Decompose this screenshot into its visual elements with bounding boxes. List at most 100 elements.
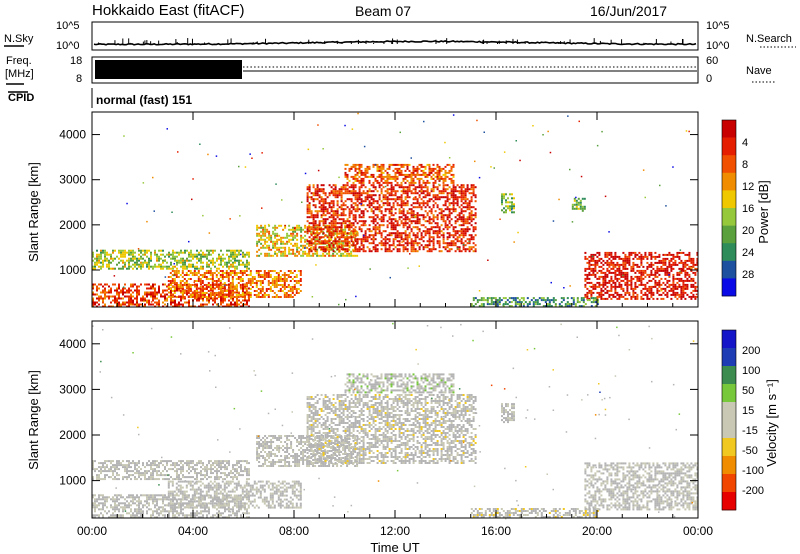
echo-cell — [430, 190, 433, 193]
echo-cell — [284, 248, 287, 251]
echo-cell — [604, 273, 607, 276]
echo-cell — [412, 234, 415, 237]
echo-cell — [292, 228, 295, 231]
echo-cell — [390, 163, 393, 166]
echo-cell — [291, 290, 294, 292]
echo-cell — [162, 249, 164, 252]
echo-cell — [487, 259, 489, 261]
echo-cell — [164, 265, 166, 268]
echo-cell — [622, 259, 625, 262]
echo-cell — [322, 190, 325, 193]
echo-cell — [686, 287, 689, 290]
echo-cell — [368, 175, 371, 178]
echo-cell — [688, 265, 691, 268]
echo-cell — [176, 259, 178, 262]
echo-cell — [249, 274, 252, 276]
echo-cell — [678, 267, 681, 270]
echo-cell — [576, 297, 579, 300]
echo-cell — [420, 224, 423, 227]
echo-cell — [412, 226, 415, 229]
echo-cell — [446, 250, 449, 253]
echo-cell — [344, 214, 347, 217]
cpid-panel: CPID normal (fast) 151 — [8, 88, 192, 108]
echo-cell — [340, 242, 343, 245]
echo-cell — [362, 210, 365, 213]
echo-cell — [668, 265, 671, 268]
echo-cell — [592, 299, 595, 302]
echo-cell — [334, 236, 337, 239]
echo-cell — [328, 184, 331, 187]
echo-cell — [684, 269, 687, 272]
echo-cell — [452, 240, 455, 243]
echo-cell — [384, 214, 387, 217]
echo-cell — [690, 297, 693, 300]
echo-cell — [690, 285, 693, 288]
echo-cell — [270, 238, 273, 241]
echo-cell — [503, 207, 505, 210]
echo-cell — [267, 276, 270, 278]
echo-cell — [662, 263, 665, 266]
echo-cell — [140, 265, 142, 268]
echo-cell — [289, 296, 292, 298]
echo-cell — [386, 173, 389, 176]
echo-cell — [571, 207, 574, 210]
echo-cell — [672, 281, 675, 284]
echo-cell — [320, 246, 323, 249]
echo-cell — [624, 267, 627, 270]
echo-cell — [233, 286, 236, 288]
echo-cell — [396, 181, 399, 184]
echo-cell — [164, 297, 166, 300]
echo-cell — [350, 232, 353, 235]
echo-cell — [318, 240, 321, 243]
echo-cell — [624, 291, 627, 294]
echo-cell — [454, 226, 457, 229]
echo-cell — [628, 263, 631, 266]
echo-cell — [308, 250, 311, 253]
echo-cell — [400, 184, 403, 187]
echo-cell — [572, 299, 575, 302]
echo-cell — [257, 270, 260, 272]
echo-cell — [402, 238, 405, 241]
echo-cell — [201, 276, 204, 278]
echo-cell — [306, 212, 309, 215]
echo-cell — [470, 220, 473, 223]
echo-cell — [162, 267, 164, 270]
echo-cell — [576, 299, 579, 302]
echo-cell — [452, 184, 455, 187]
echo-cell — [308, 226, 311, 229]
echo-cell — [235, 288, 238, 290]
echo-cell — [600, 257, 603, 260]
echo-cell — [186, 287, 188, 290]
echo-cell — [432, 232, 435, 235]
echo-cell — [680, 251, 683, 254]
echo-cell — [154, 253, 156, 256]
echo-cell — [336, 226, 339, 229]
echo-cell — [148, 303, 150, 306]
echo-cell — [312, 200, 315, 203]
echo-cell — [610, 287, 613, 290]
echo-cell — [402, 173, 405, 176]
echo-cell — [590, 289, 593, 292]
echo-cell — [566, 297, 569, 300]
echo-cell — [584, 303, 587, 306]
echo-cell — [332, 244, 335, 247]
echo-cell — [96, 297, 98, 300]
echo-cell — [268, 236, 271, 239]
echo-cell — [668, 283, 671, 286]
echo-cell — [482, 299, 485, 302]
echo-cell — [136, 267, 138, 270]
echo-cell — [454, 230, 457, 233]
echo-cell — [558, 198, 560, 201]
echo-cell — [178, 303, 180, 306]
echo-cell — [444, 177, 447, 180]
echo-cell — [174, 295, 176, 298]
echo-cell — [154, 251, 156, 254]
echo-cell — [211, 282, 214, 284]
echo-cell — [294, 230, 297, 233]
echo-cell — [314, 224, 317, 227]
echo-cell — [394, 238, 397, 241]
echo-cell — [156, 255, 158, 258]
echo-cell — [452, 244, 455, 247]
echo-cell — [210, 249, 212, 252]
